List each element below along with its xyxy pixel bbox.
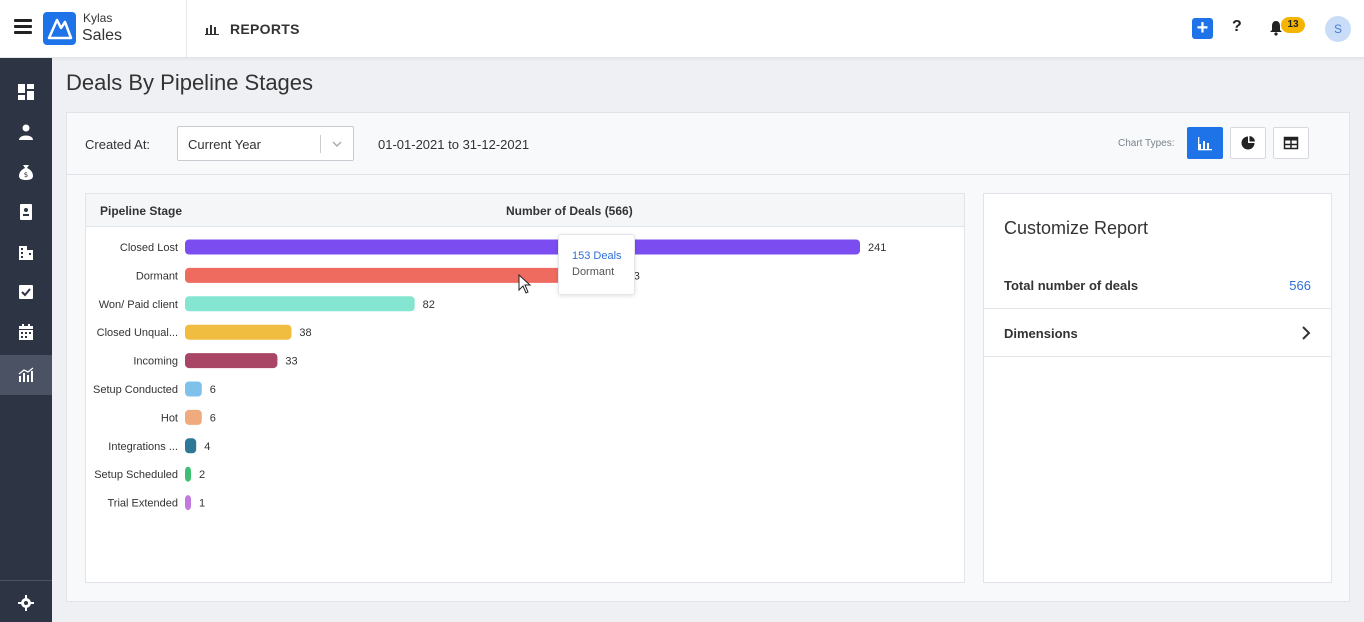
bar[interactable] [185, 353, 278, 369]
bar[interactable] [185, 239, 860, 255]
money-bag-icon: $ [19, 165, 33, 180]
page-title: Deals By Pipeline Stages [66, 70, 314, 95]
category-label: Setup Conducted [93, 384, 178, 396]
chart-tooltip: 153 Deals Dormant [558, 234, 635, 295]
date-range-select[interactable]: Current Year [177, 126, 354, 161]
bar[interactable] [185, 409, 202, 425]
bar[interactable] [185, 381, 202, 397]
customize-panel: Customize Report Total number of deals 5… [983, 193, 1332, 583]
bar-chart-button[interactable] [1187, 127, 1223, 159]
contact-card-icon [20, 204, 32, 220]
total-deals-value: 566 [1289, 278, 1311, 293]
person-icon [19, 124, 33, 140]
data-label: 6 [210, 412, 216, 424]
chevron-right-icon [1302, 326, 1311, 340]
chevron-down-icon [332, 141, 342, 147]
reports-icon [18, 367, 34, 382]
chart-types-label: Chart Types: [1118, 138, 1175, 149]
tooltip-deals: 153 Deals [572, 250, 622, 262]
data-label: 6 [210, 384, 216, 396]
bar[interactable] [185, 495, 191, 511]
sidebar-divider [0, 580, 52, 581]
sidebar: $ [0, 58, 52, 622]
sidebar-item-contacts[interactable] [0, 112, 52, 152]
category-label: Dormant [136, 270, 178, 282]
sidebar-item-calendar[interactable] [0, 312, 52, 352]
category-label: Closed Lost [120, 242, 178, 254]
bar[interactable] [185, 438, 197, 454]
select-value: Current Year [188, 137, 261, 152]
category-label: Hot [161, 412, 178, 424]
bar[interactable] [185, 267, 614, 283]
bell-icon[interactable] [1268, 20, 1284, 36]
category-label: Closed Unqual... [97, 327, 178, 339]
filter-bar: Created At: Current Year 01-01-2021 to 3… [67, 113, 1349, 175]
sidebar-item-settings[interactable] [0, 583, 52, 622]
sidebar-item-leads[interactable] [0, 192, 52, 232]
brand-name: Kylas [83, 11, 113, 25]
pie-chart-button[interactable] [1230, 127, 1266, 159]
add-button[interactable]: + [1192, 18, 1213, 39]
category-label: Incoming [133, 356, 178, 368]
header-divider [186, 0, 187, 58]
report-content: Created At: Current Year 01-01-2021 to 3… [66, 112, 1350, 602]
data-label: 33 [285, 356, 297, 368]
data-label: 4 [204, 441, 210, 453]
avatar[interactable]: S [1325, 16, 1351, 42]
checkbox-icon [19, 285, 33, 299]
category-label: Integrations ... [108, 441, 178, 453]
building-icon [19, 246, 33, 260]
table-button[interactable] [1273, 127, 1309, 159]
number-of-deals-header: Number of Deals (566) [506, 204, 633, 218]
bar[interactable] [185, 296, 415, 312]
category-label: Won/ Paid client [99, 299, 178, 311]
gear-icon [18, 595, 34, 611]
data-label: 38 [299, 327, 311, 339]
customize-title: Customize Report [1004, 218, 1149, 238]
reports-icon [205, 21, 219, 35]
sidebar-item-companies[interactable] [0, 232, 52, 272]
svg-text:$: $ [24, 171, 28, 179]
created-at-label: Created At: [85, 137, 151, 152]
brand-product: Sales [82, 27, 123, 44]
sidebar-item-reports[interactable] [0, 355, 52, 395]
category-label: Trial Extended [107, 498, 178, 510]
data-label: 2 [199, 469, 205, 481]
calendar-icon [19, 324, 33, 340]
bar[interactable] [185, 324, 292, 340]
notification-badge: 13 [1281, 17, 1305, 33]
sidebar-item-deals[interactable]: $ [0, 152, 52, 192]
bar-chart-icon [1198, 137, 1212, 151]
sidebar-item-tasks[interactable] [0, 272, 52, 312]
help-icon[interactable]: ? [1232, 18, 1242, 35]
dimensions-row[interactable]: Dimensions [984, 309, 1331, 357]
chart-panel: Pipeline Stage Number of Deals (566) Clo… [85, 193, 965, 583]
total-deals-row: Total number of deals 566 [984, 262, 1331, 309]
tooltip-stage: Dormant [572, 266, 615, 278]
dashboard-icon [18, 84, 34, 100]
pipeline-stage-header: Pipeline Stage [100, 204, 183, 218]
hamburger-menu-icon[interactable] [14, 19, 32, 37]
data-label: 1 [199, 498, 205, 510]
dimensions-label: Dimensions [1004, 326, 1078, 341]
bar-chart: Closed Lost241Dormant153Won/ Paid client… [93, 239, 886, 511]
chart-header: Pipeline Stage Number of Deals (566) [86, 194, 964, 227]
select-separator [320, 135, 321, 153]
date-range-text: 01-01-2021 to 31-12-2021 [378, 137, 530, 152]
data-label: 82 [423, 299, 435, 311]
table-icon [1283, 136, 1299, 150]
sidebar-item-dashboard[interactable] [0, 72, 52, 112]
pie-chart-icon [1241, 136, 1255, 150]
top-bar: Kylas Sales REPORTS + ? 13 S [0, 0, 1364, 58]
section-title: REPORTS [230, 21, 300, 37]
kylas-logo[interactable] [43, 12, 76, 45]
mouse-cursor-icon [518, 274, 532, 294]
total-deals-label: Total number of deals [1004, 278, 1139, 293]
bar[interactable] [185, 466, 191, 482]
data-label: 241 [868, 242, 886, 254]
category-label: Setup Scheduled [94, 469, 178, 481]
